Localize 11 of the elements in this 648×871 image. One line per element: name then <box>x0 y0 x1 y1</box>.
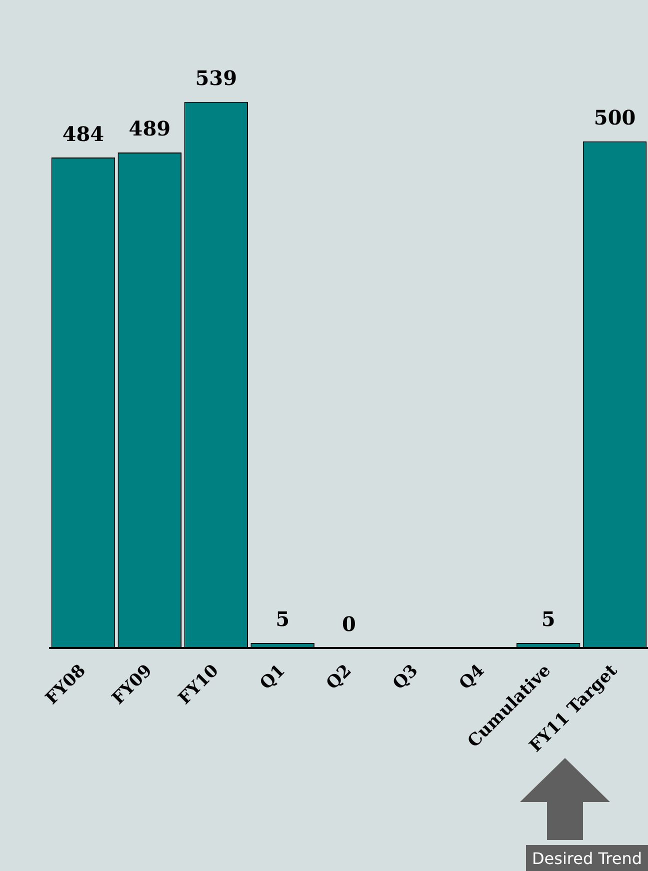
x-tick-label: Q1 <box>256 660 290 694</box>
data-label: 539 <box>195 66 237 90</box>
data-label: 489 <box>128 116 171 141</box>
data-label: 500 <box>594 106 636 130</box>
text: Desired Trend <box>526 845 648 871</box>
data-label: 5 <box>276 607 290 632</box>
data-label: 484 <box>62 122 104 146</box>
data-label: 5 <box>541 607 556 632</box>
x-tick-label: Q2 <box>322 660 356 694</box>
x-tick-label: Q3 <box>389 660 422 694</box>
data-label: 0 <box>342 612 356 636</box>
